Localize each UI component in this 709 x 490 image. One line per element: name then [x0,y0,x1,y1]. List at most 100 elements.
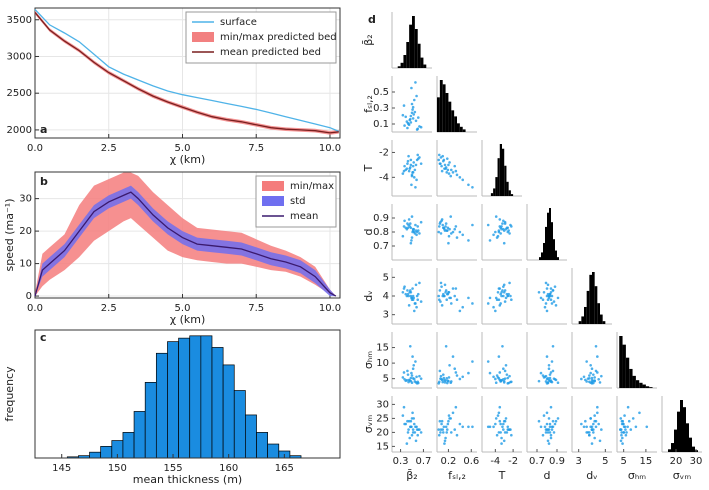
x-tick-label: 0.3 [393,456,409,467]
scatter-point [498,419,502,423]
histogram-bar [493,188,496,196]
scatter-point [415,305,418,309]
scatter-point [597,422,600,426]
scatter-point [543,425,547,429]
scatter-point [503,369,507,373]
scatter-point [447,379,450,383]
y-variable-label: dᵥ [362,290,375,302]
scatter-point [492,425,495,429]
scatter-point [486,425,490,429]
scatter-point [588,374,591,377]
scatter-point [405,167,409,170]
histogram-bar [245,414,257,459]
histogram-bar [586,290,590,324]
x-tick-label: 0.9 [549,456,565,467]
scatter-point [502,294,505,298]
scatter-point [619,417,623,420]
scatter-point [446,168,450,172]
histogram-bar [581,316,584,324]
histogram-bar [89,451,102,459]
scatter-point [585,425,588,429]
scatter-point [556,381,560,385]
scatter-point [411,428,415,431]
scatter-point [542,414,546,417]
scatter-point [444,222,448,225]
scatter-point [401,414,405,417]
scatter-point [415,375,418,379]
histogram-bar [506,181,509,196]
histogram-bar [622,344,626,388]
scatter-point [593,414,596,417]
x-variable-label: β̄₂ [406,469,417,482]
x-variable-label: σₕₘ [628,469,646,482]
histogram-bar [671,443,674,452]
panel-label: c [40,331,47,344]
scatter-point [439,374,443,378]
scatter-point [437,294,441,298]
scatter-point [502,367,505,371]
scatter-point [494,381,498,385]
scatter-point [458,176,462,179]
scatter-point [509,294,512,298]
histogram-bar [680,400,683,452]
scatter-point [551,419,555,423]
histogram-bar [692,446,695,452]
histogram-bar [406,42,410,68]
scatter-point [404,422,408,426]
scatter-point [412,176,416,179]
y-axis-label: speed (ma⁻¹) [3,199,16,272]
histogram-bar [497,158,500,196]
scatter-point [488,296,492,300]
y-tick-label: 0 [26,291,32,302]
scatter-point [500,294,503,298]
scatter-point [549,405,553,409]
scatter-point [449,302,453,305]
histogram-bar [683,407,686,452]
scatter-point [441,431,445,434]
scatter-point [441,223,445,227]
scatter-point [545,294,549,298]
scatter-point [588,431,591,434]
scatter-point [553,422,557,426]
scatter-point [593,379,596,383]
histogram-bar [414,29,418,68]
scatter-point [412,363,416,367]
scatter-point [440,422,443,426]
scatter-point [443,227,446,231]
y-tick-label: 2000 [7,125,32,136]
scatter-point [440,285,443,288]
scatter-point [418,428,421,431]
scatter-point [471,302,474,305]
scatter-point [494,422,497,426]
y-variable-label: σₕₘ [362,351,375,369]
x-variable-label: d [544,469,551,482]
scatter-point [503,377,507,380]
histogram-bar [200,335,213,459]
scatter-point [415,230,419,234]
scatter-point [455,298,459,302]
x-tick-label: 7.5 [248,143,264,154]
scatter-point [448,363,451,367]
scatter-point [629,428,633,431]
histogram-bar [674,429,677,452]
scatter-point [448,161,451,164]
scatter-point [439,300,442,303]
scatter-point [443,163,447,167]
scatter-point [499,431,502,434]
scatter-point [552,300,556,303]
scatter-point [539,371,543,375]
scatter-point [447,376,451,379]
scatter-point [447,290,450,294]
scatter-point [438,369,442,373]
scatter-point [592,373,595,376]
y-tick-label: 0.8 [373,227,389,238]
panel-label: a [40,123,47,136]
scatter-point [455,433,459,437]
scatter-point [409,158,413,162]
scatter-point [600,428,603,431]
histogram-bar [256,432,268,459]
scatter-point [454,371,458,374]
scatter-point [415,382,419,385]
scatter-point [439,220,442,224]
scatter-point [410,417,414,420]
